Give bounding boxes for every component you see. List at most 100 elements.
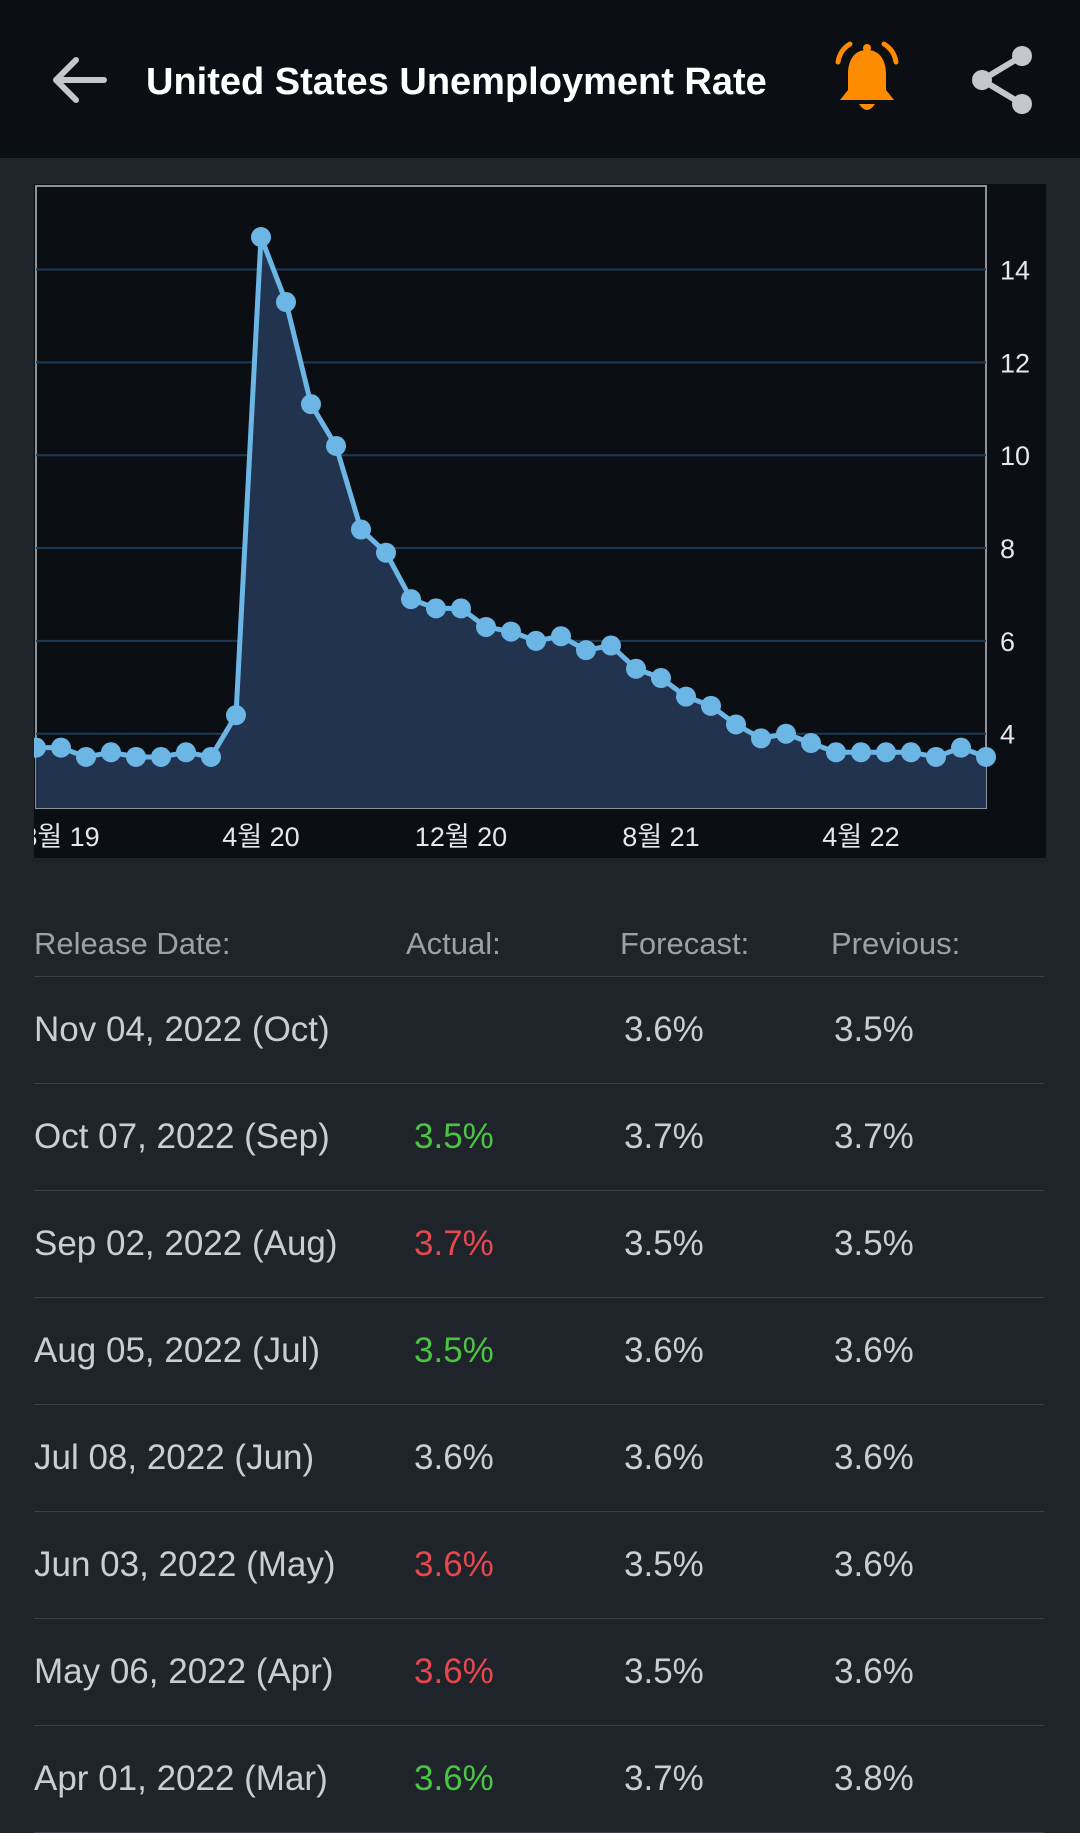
alert-button[interactable] (826, 40, 908, 120)
release-table: Release Date: Actual: Forecast: Previous… (34, 900, 1044, 1833)
release-date-cell: Oct 07, 2022 (Sep) (34, 1117, 330, 1156)
data-point (426, 598, 446, 619)
bell-icon (835, 41, 899, 110)
data-point (651, 668, 671, 689)
previous-cell: 3.7% (834, 1117, 914, 1156)
y-tick-label: 6 (1000, 627, 1015, 657)
data-point (676, 686, 696, 707)
release-date-cell: Apr 01, 2022 (Mar) (34, 1759, 328, 1798)
data-point (476, 616, 496, 637)
release-date-cell: May 06, 2022 (Apr) (34, 1652, 334, 1691)
table-row[interactable]: Apr 01, 2022 (Mar) 3.6% 3.7% 3.8% (34, 1726, 1044, 1833)
x-tick-label: 8월 21 (622, 822, 699, 852)
data-point (751, 728, 771, 749)
y-tick-label: 8 (1000, 534, 1015, 564)
y-tick-label: 10 (1000, 441, 1030, 471)
data-point (601, 635, 621, 656)
data-point (701, 695, 721, 716)
chart-area (36, 237, 986, 808)
x-tick-label: 12월 20 (415, 822, 507, 852)
data-point (876, 742, 896, 763)
data-point (976, 746, 996, 767)
data-point (726, 714, 746, 735)
table-row[interactable]: May 06, 2022 (Apr) 3.6% 3.5% 3.6% (34, 1619, 1044, 1726)
actual-cell: 3.6% (414, 1438, 494, 1477)
data-point (301, 394, 321, 415)
data-point (926, 746, 946, 767)
forecast-cell: 3.7% (624, 1759, 704, 1798)
data-point (901, 742, 921, 763)
data-point (51, 737, 71, 758)
data-point (226, 705, 246, 726)
header-previous: Previous: (831, 926, 961, 961)
data-point (951, 737, 971, 758)
data-point (776, 723, 796, 744)
table-row[interactable]: Sep 02, 2022 (Aug) 3.7% 3.5% 3.5% (34, 1191, 1044, 1298)
previous-cell: 3.8% (834, 1759, 914, 1798)
page-title: United States Unemployment Rate (146, 61, 767, 103)
data-point (526, 630, 546, 651)
back-arrow-icon (53, 57, 107, 103)
release-date-cell: Sep 02, 2022 (Aug) (34, 1224, 338, 1263)
actual-cell: 3.7% (414, 1224, 494, 1263)
release-date-cell: Jul 08, 2022 (Jun) (34, 1438, 315, 1477)
data-point (151, 746, 171, 767)
table-row[interactable]: Aug 05, 2022 (Jul) 3.5% 3.6% 3.6% (34, 1298, 1044, 1405)
actual-cell: 3.6% (414, 1652, 494, 1691)
actual-cell: 3.6% (414, 1545, 494, 1584)
chart-svg: 4 6 8 10 12 14 8월 19 4월 20 12월 20 8월 21 4월 22 (34, 184, 1046, 858)
data-point (626, 658, 646, 679)
release-date-cell: Jun 03, 2022 (May) (34, 1545, 336, 1584)
data-point (34, 737, 46, 758)
previous-cell: 3.6% (834, 1652, 914, 1691)
table-row[interactable]: Jul 08, 2022 (Jun) 3.6% 3.6% 3.6% (34, 1405, 1044, 1512)
previous-cell: 3.6% (834, 1545, 914, 1584)
header-release-date: Release Date: (34, 926, 231, 961)
y-tick-label: 4 (1000, 720, 1015, 750)
table-row[interactable]: Jun 03, 2022 (May) 3.6% 3.5% 3.6% (34, 1512, 1044, 1619)
forecast-cell: 3.5% (624, 1545, 704, 1584)
table-header: Release Date: Actual: Forecast: Previous… (34, 900, 1044, 977)
table-row[interactable]: Nov 04, 2022 (Oct) 3.6% 3.5% (34, 977, 1044, 1084)
previous-cell: 3.6% (834, 1438, 914, 1477)
data-point (451, 598, 471, 619)
table-row[interactable]: Oct 07, 2022 (Sep) 3.5% 3.7% 3.7% (34, 1084, 1044, 1191)
actual-cell: 3.6% (414, 1759, 494, 1798)
share-icon (972, 46, 1032, 114)
data-point (201, 746, 221, 767)
data-point (251, 227, 271, 248)
back-button[interactable] (44, 46, 112, 114)
actual-cell: 3.5% (414, 1331, 494, 1370)
data-point (551, 626, 571, 647)
previous-cell: 3.6% (834, 1331, 914, 1370)
forecast-cell: 3.7% (624, 1117, 704, 1156)
data-point (401, 589, 421, 610)
data-point (576, 640, 596, 661)
unemployment-chart[interactable]: 4 6 8 10 12 14 8월 19 4월 20 12월 20 8월 21 4월 22 (34, 184, 1046, 858)
x-tick-label: 4월 22 (822, 822, 899, 852)
data-point (501, 621, 521, 642)
x-tick-label: 8월 19 (34, 822, 100, 852)
forecast-cell: 3.5% (624, 1652, 704, 1691)
data-point (801, 733, 821, 754)
header-forecast: Forecast: (620, 926, 750, 961)
actual-cell: 3.5% (414, 1117, 494, 1156)
data-point (376, 542, 396, 563)
data-point (126, 746, 146, 767)
y-tick-label: 12 (1000, 348, 1030, 378)
forecast-cell: 3.5% (624, 1224, 704, 1263)
forecast-cell: 3.6% (624, 1010, 704, 1049)
previous-cell: 3.5% (834, 1224, 914, 1263)
share-button[interactable] (964, 42, 1040, 118)
header-actual: Actual: (406, 926, 501, 961)
data-point (176, 742, 196, 763)
data-point (851, 742, 871, 763)
data-point (826, 742, 846, 763)
x-tick-label: 4월 20 (222, 822, 299, 852)
data-point (76, 746, 96, 767)
forecast-cell: 3.6% (624, 1331, 704, 1370)
y-tick-label: 14 (1000, 256, 1030, 286)
previous-cell: 3.5% (834, 1010, 914, 1049)
data-point (351, 519, 371, 540)
top-app-bar: United States Unemployment Rate (0, 0, 1080, 158)
